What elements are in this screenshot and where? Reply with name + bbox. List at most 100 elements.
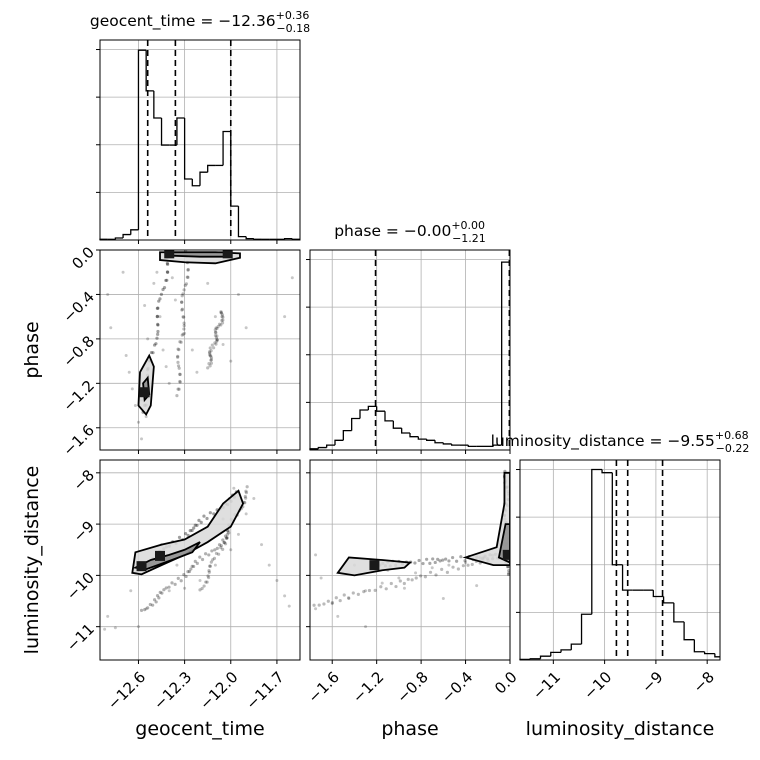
histogram-bar xyxy=(334,439,344,446)
sample-point xyxy=(155,315,159,319)
histogram-bar xyxy=(417,436,427,440)
sample-point xyxy=(178,372,182,376)
panel-hist-geocent_time xyxy=(96,39,301,244)
sample-point xyxy=(441,558,445,562)
panel-hist-phase xyxy=(306,249,511,454)
sample-point xyxy=(225,535,229,540)
sample-point xyxy=(189,567,193,571)
sample-point xyxy=(176,387,180,391)
y-tick-label: 0.0 xyxy=(68,243,98,273)
histogram-bar xyxy=(426,439,435,441)
sample-point xyxy=(205,516,209,521)
sample-point xyxy=(207,553,211,557)
sample-point xyxy=(463,559,467,563)
title-lower-error: −0.18 xyxy=(276,22,310,35)
sample-point xyxy=(124,354,128,358)
sample-point xyxy=(167,381,171,385)
sample-point xyxy=(195,523,199,528)
sample-point xyxy=(275,579,279,583)
sample-point xyxy=(180,308,184,312)
sample-point xyxy=(182,323,186,328)
sample-point xyxy=(113,626,117,630)
sample-point xyxy=(223,534,228,538)
sample-point xyxy=(214,551,219,556)
x-tick-label: −0.8 xyxy=(393,668,431,706)
sample-point xyxy=(389,581,393,586)
panel-background xyxy=(100,460,300,660)
histogram-bar xyxy=(501,261,510,446)
sample-point xyxy=(180,307,185,311)
sample-point xyxy=(200,557,205,562)
x-axis-label-luminosity_distance: luminosity_distance xyxy=(526,718,715,740)
panel-border xyxy=(309,459,511,661)
sample-point xyxy=(317,603,321,607)
sample-point xyxy=(229,359,233,363)
sample-point xyxy=(161,348,165,352)
sample-point xyxy=(219,323,223,327)
histogram-bar xyxy=(570,643,582,650)
sample-point xyxy=(199,520,203,524)
sample-point xyxy=(161,287,165,292)
sample-point xyxy=(180,300,184,304)
title-upper-error: +0.36 xyxy=(276,9,310,22)
sample-point xyxy=(232,486,236,490)
sample-point xyxy=(244,489,248,493)
sample-point xyxy=(204,552,208,556)
sample-point xyxy=(157,299,161,303)
sample-point xyxy=(236,532,240,536)
sample-point xyxy=(179,340,183,344)
sample-point xyxy=(438,559,442,563)
x-tick-label: −9 xyxy=(638,668,666,696)
sample-point xyxy=(193,559,197,564)
sample-point xyxy=(140,437,144,441)
sample-point xyxy=(217,322,222,326)
sample-point xyxy=(466,563,470,567)
sample-point xyxy=(151,351,155,355)
sample-point xyxy=(283,315,287,319)
sample-point xyxy=(433,560,437,565)
sample-point xyxy=(447,563,451,567)
sample-point xyxy=(507,571,510,575)
sample-point xyxy=(244,326,248,330)
sample-point xyxy=(204,580,208,584)
sample-point xyxy=(217,543,222,547)
histogram-bar xyxy=(351,417,360,431)
sample-point xyxy=(121,270,125,274)
sample-point xyxy=(451,565,455,569)
panel-background xyxy=(310,250,510,450)
sample-point xyxy=(507,569,510,573)
sample-point xyxy=(456,567,460,571)
histogram-bar xyxy=(326,444,335,448)
sample-point xyxy=(164,586,168,590)
sample-point xyxy=(143,304,147,308)
sample-point xyxy=(213,341,217,345)
sample-point xyxy=(198,555,202,559)
histogram-bar xyxy=(342,429,352,441)
sample-point xyxy=(165,270,170,274)
histogram-bar xyxy=(207,164,216,173)
sample-point xyxy=(158,590,162,594)
sample-point xyxy=(213,563,217,567)
sample-point xyxy=(219,546,223,550)
sample-point xyxy=(160,591,164,595)
histogram-bar xyxy=(580,613,592,645)
panel-content xyxy=(312,469,510,629)
sample-point xyxy=(106,292,110,296)
sample-point xyxy=(206,574,210,578)
sample-point xyxy=(213,548,217,552)
sample-point xyxy=(373,588,377,592)
sample-point xyxy=(207,350,212,354)
sample-point xyxy=(208,352,212,357)
sample-point xyxy=(146,337,150,341)
x-tick-label: −12.6 xyxy=(104,668,149,713)
sample-point xyxy=(182,327,186,331)
y-tick-label: −1.2 xyxy=(60,377,98,415)
sample-point xyxy=(210,549,214,553)
sample-point xyxy=(167,585,171,589)
sample-point xyxy=(156,329,160,334)
sample-point xyxy=(109,326,113,330)
sample-point xyxy=(191,564,196,569)
sample-point xyxy=(176,576,180,580)
sample-point xyxy=(155,270,159,274)
sample-point xyxy=(182,288,186,292)
